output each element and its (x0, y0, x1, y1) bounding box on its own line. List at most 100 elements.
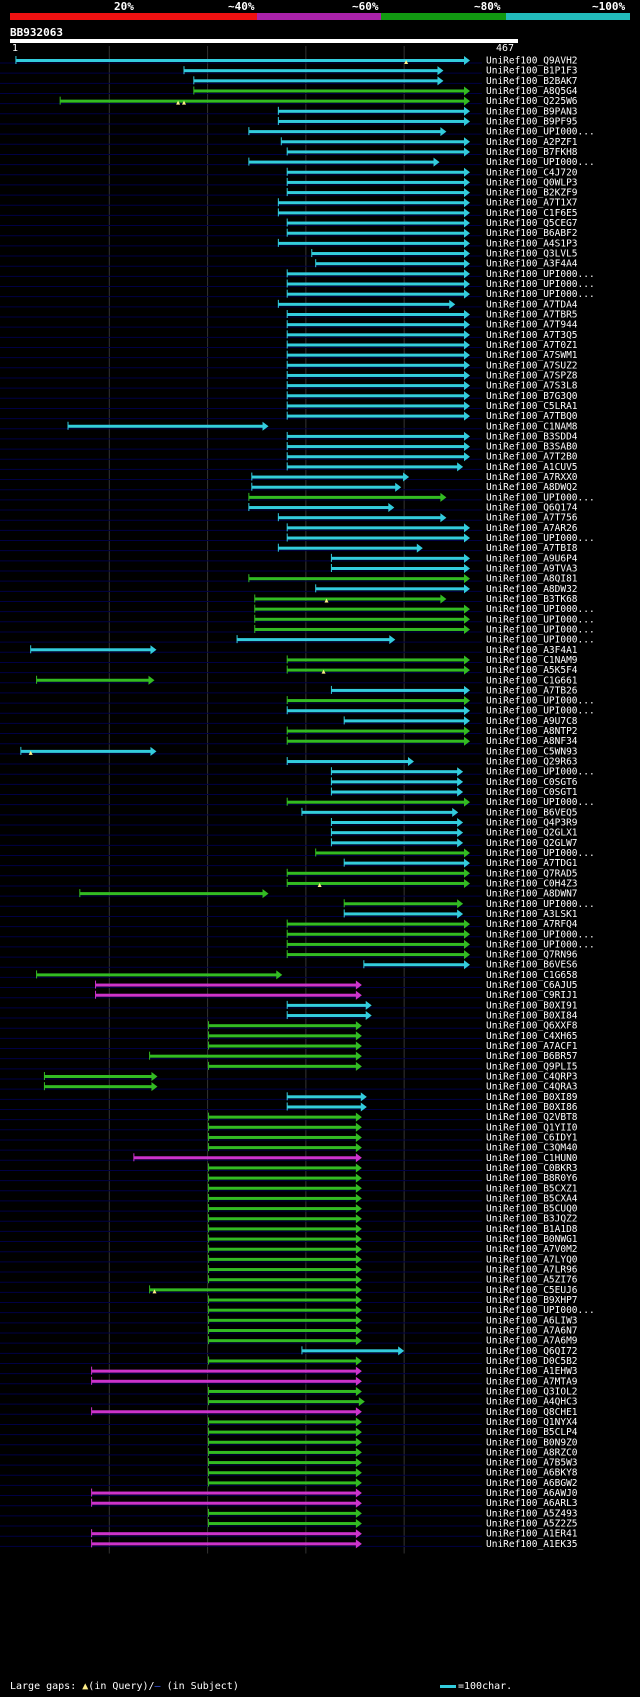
hit-label: UniRef100_A6BKY8 (486, 1468, 578, 1479)
hit-arrow-icon (355, 1204, 362, 1214)
hit-label: UniRef100_A3F4A1 (486, 645, 578, 656)
hit-arrow-icon (262, 889, 269, 899)
hit-label: UniRef100_UPI000... (486, 289, 595, 300)
hit-arrow-icon (440, 513, 447, 523)
hit-label: UniRef100_C0H4Z3 (486, 878, 578, 889)
hit-label: UniRef100_A7S3L8 (486, 381, 578, 392)
hit-bar (208, 1166, 357, 1170)
hit-bar (208, 1115, 357, 1119)
hit-arrow-icon (464, 320, 470, 330)
hit-bar (287, 353, 465, 357)
hit-label: UniRef100_A7TB26 (486, 685, 578, 696)
query-gap-marker-icon (28, 750, 33, 755)
hit-arrow-icon (433, 157, 440, 167)
hit-arrow-icon (464, 431, 470, 441)
hit-label: UniRef100_Q6XXF8 (486, 1021, 578, 1032)
hit-label: UniRef100_B5CUQ0 (486, 1204, 578, 1215)
hit-bar (287, 434, 465, 438)
hit-arrow-icon (457, 818, 464, 827)
hit-label: UniRef100_UPI000... (486, 696, 595, 707)
hit-arrow-icon (464, 868, 470, 878)
hit-arrow-icon (355, 1519, 362, 1529)
hit-bar (287, 231, 465, 235)
hit-arrow-icon (355, 1315, 362, 1325)
hit-arrow-icon (464, 574, 470, 584)
hit-arrow-icon (464, 238, 470, 248)
hit-arrow-icon (355, 1173, 362, 1183)
hit-arrow-icon (440, 127, 447, 137)
hit-label: UniRef100_D0C5B2 (486, 1356, 578, 1367)
hit-bar (281, 140, 465, 144)
hit-bar (208, 1511, 357, 1515)
hit-label: UniRef100_C9RIJ1 (486, 990, 578, 1001)
hit-arrow-icon (464, 279, 470, 289)
hit-label: UniRef100_A7SWM1 (486, 350, 578, 361)
hit-bar (183, 69, 439, 73)
hit-label: UniRef100_Q3IOL2 (486, 1386, 578, 1397)
hit-label: UniRef100_A7MTA9 (486, 1376, 578, 1387)
hit-label: UniRef100_A3F4A4 (486, 259, 578, 270)
query-end: 467 (496, 43, 515, 54)
hit-label: UniRef100_C4QRP3 (486, 1072, 578, 1083)
query-gap-marker-icon (404, 60, 409, 64)
hit-bar (248, 577, 465, 581)
hit-arrow-icon (355, 1254, 362, 1264)
hit-arrow-icon (464, 736, 470, 746)
hit-arrow-icon (464, 797, 470, 807)
hit-bar (193, 79, 439, 83)
hit-bar (331, 790, 459, 794)
hit-arrow-icon (355, 1386, 362, 1396)
hit-label: UniRef100_A7RXX0 (486, 472, 578, 483)
hit-bar (287, 526, 465, 530)
query-name: BB932063 (10, 26, 63, 39)
hit-arrow-icon (355, 1539, 362, 1549)
hit-arrow-icon (464, 370, 470, 380)
hit-bar (278, 241, 465, 245)
scale-label: =100char. (458, 1681, 513, 1692)
hit-arrow-icon (457, 828, 464, 838)
hit-label: UniRef100_UPI000... (486, 767, 595, 778)
hit-arrow-icon (464, 614, 470, 624)
hit-bar (331, 841, 459, 845)
hit-label: UniRef100_B5CXZ1 (486, 1183, 578, 1194)
hit-bar (254, 617, 465, 621)
hit-bar (248, 506, 390, 510)
hit-arrow-icon (464, 86, 470, 96)
hit-bar (287, 150, 465, 154)
scale-bar-icon (440, 1684, 456, 1688)
hit-bar (287, 292, 465, 296)
hit-bar (287, 373, 465, 377)
hit-bar (287, 363, 465, 367)
hit-arrow-icon (464, 106, 470, 116)
hit-arrow-icon (355, 1285, 362, 1295)
hit-bar (287, 1095, 362, 1099)
hit-bar (44, 1085, 153, 1089)
hit-arrow-icon (464, 259, 470, 269)
hit-arrow-icon (355, 1021, 362, 1031)
hit-bar (287, 1105, 362, 1109)
hit-bar (287, 699, 465, 703)
hit-bar (15, 59, 465, 62)
hit-arrow-icon (457, 909, 464, 919)
hit-label: UniRef100_A6ARL3 (486, 1498, 578, 1509)
hit-label: UniRef100_UPI000... (486, 604, 595, 615)
hit-arrow-icon (388, 503, 395, 513)
hit-label: UniRef100_A8DWQ2 (486, 482, 578, 493)
hit-label: UniRef100_A9U7C8 (486, 716, 578, 727)
hit-label: UniRef100_A7LR96 (486, 1265, 578, 1276)
hit-bar (208, 1268, 357, 1272)
hit-label: UniRef100_A6BGW2 (486, 1478, 578, 1489)
hit-arrow-icon (403, 472, 410, 482)
query-gap-marker-icon (324, 598, 329, 603)
hit-label: UniRef100_Q2GLX1 (486, 828, 578, 839)
hit-label: UniRef100_A9TVA3 (486, 564, 578, 575)
hit-label: UniRef100_B9PAN3 (486, 106, 578, 117)
hit-bar (287, 800, 465, 804)
hit-label: UniRef100_C1G661 (486, 675, 578, 686)
hit-label: UniRef100_A7T0Z1 (486, 340, 578, 351)
hit-label: UniRef100_UPI000... (486, 492, 595, 503)
hit-bar (208, 1186, 357, 1190)
hit-label: UniRef100_UPI000... (486, 797, 595, 808)
hit-label: UniRef100_UPI000... (486, 279, 595, 290)
hit-arrow-icon (457, 462, 464, 472)
